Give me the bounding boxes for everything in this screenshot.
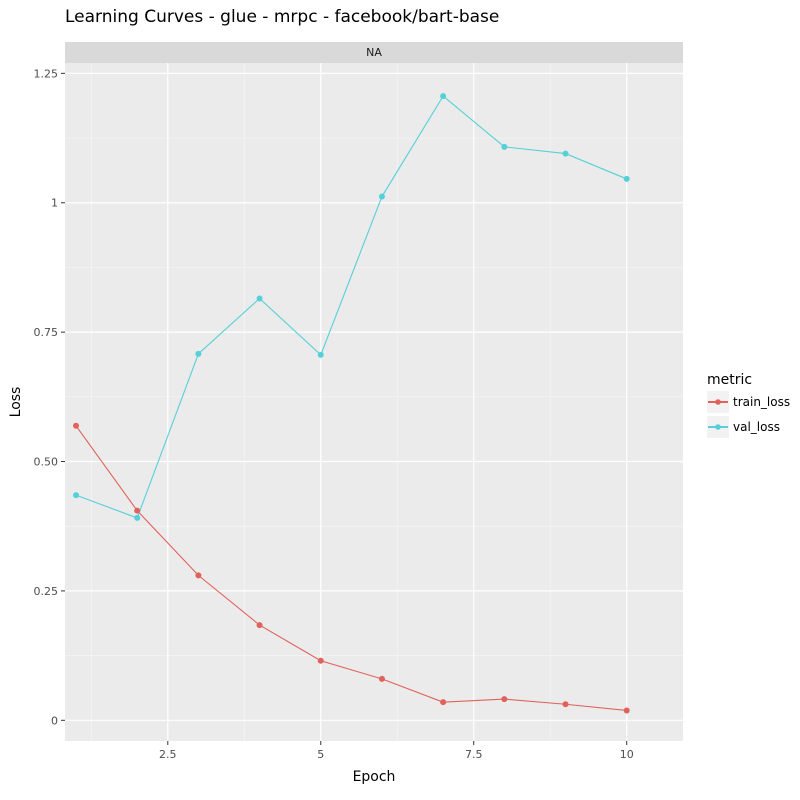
legend: metric train_loss val_loss [707,372,790,438]
data-point-val_loss [195,350,202,357]
chart-title: Learning Curves - glue - mrpc - facebook… [65,7,499,27]
legend-label-val_loss: val_loss [733,420,780,434]
data-point-train_loss [73,422,80,429]
x-tick-label: 10 [620,748,634,761]
series-lines [75,95,627,712]
y-tick-label: 0.50 [34,456,59,469]
data-point-train_loss [623,707,630,714]
data-point-train_loss [256,622,263,629]
series-line-val_loss [75,95,627,519]
data-point-val_loss [256,295,263,302]
data-point-train_loss [317,657,324,664]
data-point-train_loss [195,572,202,579]
data-point-train_loss [134,507,141,514]
y-tick-label: 0 [51,714,58,727]
data-point-train_loss [440,699,447,706]
x-tick-label: 2.5 [159,748,177,761]
legend-title: metric [707,372,752,388]
data-point-val_loss [440,93,447,100]
y-axis-title: Loss [8,387,24,418]
facet-strip-label: NA [366,46,382,59]
data-point-train_loss [378,675,385,682]
legend-key-point [715,424,721,430]
data-point-val_loss [73,492,80,499]
x-tick-label: 5 [317,748,324,761]
plot-panel [65,63,683,741]
y-tick-label: 1 [51,197,58,210]
data-point-train_loss [501,696,508,703]
data-point-val_loss [501,143,508,150]
x-tick-label: 7.5 [465,748,483,761]
y-tick-label: 1.25 [34,67,59,80]
x-axis-title: Epoch [353,769,396,785]
data-point-val_loss [378,193,385,200]
data-point-val_loss [562,150,569,157]
data-point-val_loss [317,351,324,358]
y-tick-label: 0.75 [34,326,59,339]
series-line-train_loss [75,425,627,712]
y-tick-label: 0.25 [34,585,59,598]
axis-ticks: 2.5 5 7.5 10 0 0.25 0.50 0.75 1 1.25 [34,67,634,761]
facet-strip [65,42,683,63]
data-point-val_loss [623,175,630,182]
legend-key-point [715,399,721,405]
data-point-train_loss [562,701,569,708]
legend-label-train_loss: train_loss [733,395,790,409]
series-points [73,93,630,714]
data-point-val_loss [134,514,141,521]
